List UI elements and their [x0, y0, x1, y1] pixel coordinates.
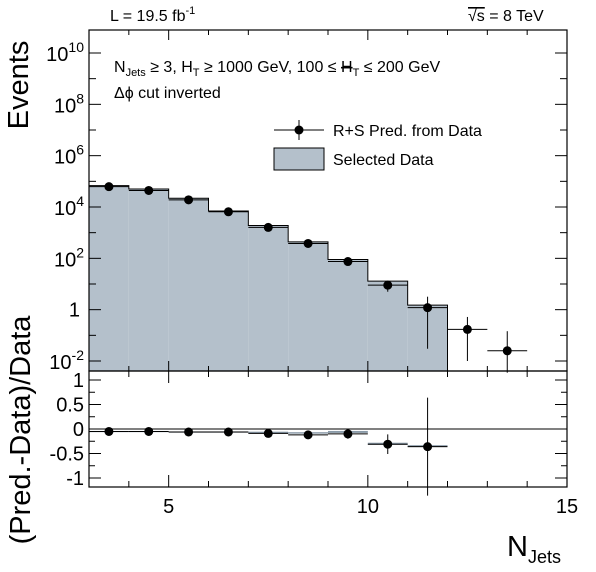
y-tick-label: 0 [73, 419, 84, 441]
prediction-point [104, 182, 114, 192]
prediction-point [423, 303, 433, 313]
top-ticks [88, 30, 568, 371]
energy-label: √s = 8 TeV [468, 8, 544, 25]
y-tick-label: 106 [54, 142, 84, 169]
luminosity-label: L = 19.5 fb-1 [110, 5, 195, 25]
bottom-panel: -1-0.5 00.5 1 5 10 15 (Pred.-Data)/Data NJet… [5, 315, 578, 567]
y-tick-label: 102 [54, 244, 84, 271]
top-panel: 10-2 1 102 104 106 108 1010 Events NJets ≥ 3, … [3, 29, 568, 374]
histogram-bin [367, 281, 408, 371]
legend: R+S Pred. from Data Selected Data [273, 120, 482, 171]
legend-data-swatch [273, 147, 325, 171]
y-tick-label: -1 [66, 468, 84, 490]
x-tick-label: 5 [163, 496, 174, 518]
histogram-bin [248, 225, 289, 371]
ratio-point [144, 426, 154, 436]
ratio-point [263, 428, 273, 438]
histogram-bin [168, 198, 209, 371]
y-tick-label: 108 [54, 90, 84, 117]
x-tick-label: 10 [357, 496, 379, 518]
prediction-points [89, 182, 528, 373]
prediction-point [502, 346, 512, 356]
ratio-point [104, 426, 114, 436]
y-tick-label: 0.5 [56, 395, 84, 417]
y-tick-label: 1 [69, 300, 80, 322]
y-tick-label: 10-2 [49, 347, 84, 374]
legend-prediction-label: R+S Pred. from Data [333, 123, 482, 140]
data-histogram [88, 185, 448, 371]
bottom-y-axis-label: (Pred.-Data)/Data [5, 315, 37, 545]
x-axis-label: NJets [507, 531, 561, 567]
ratio-point [423, 442, 433, 452]
prediction-point [144, 185, 154, 195]
top-y-tick-labels: 10-2 1 102 104 106 108 1010 [46, 39, 84, 374]
top-y-axis-label: Events [3, 41, 35, 130]
dphi-annotation: Δϕ cut inverted [114, 85, 221, 102]
ratio-point [184, 427, 194, 437]
ratio-points [89, 397, 448, 496]
histogram-bin [328, 259, 368, 371]
prediction-point [303, 238, 313, 248]
x-tick-label: 15 [556, 496, 578, 518]
histogram-bin [288, 241, 328, 371]
prediction-point [343, 257, 353, 267]
histogram-bin [128, 189, 169, 371]
prediction-point [462, 324, 472, 334]
prediction-point [184, 195, 194, 205]
histogram-bin [89, 185, 129, 371]
prediction-point [383, 280, 393, 290]
ratio-point [383, 439, 393, 449]
y-tick-label: 1010 [46, 39, 84, 66]
x-tick-labels: 5 10 15 [163, 496, 578, 518]
prediction-point [263, 222, 273, 232]
ratio-point [223, 427, 233, 437]
legend-prediction-marker [294, 125, 304, 135]
ratio-point [343, 429, 353, 439]
y-tick-label: 1 [73, 370, 84, 392]
bottom-ticks [88, 371, 568, 487]
ratio-point [303, 430, 313, 440]
y-tick-label: -0.5 [50, 444, 84, 466]
y-tick-label: 104 [54, 193, 84, 220]
bottom-y-tick-labels: -1-0.5 00.5 1 [50, 370, 84, 490]
selection-annotation: NJets ≥ 3, HT ≥ 1000 GeV, 100 ≤ HT ≤ 200… [114, 59, 440, 79]
histogram-bin [208, 210, 249, 371]
legend-data-label: Selected Data [333, 152, 434, 169]
prediction-point [223, 207, 233, 217]
